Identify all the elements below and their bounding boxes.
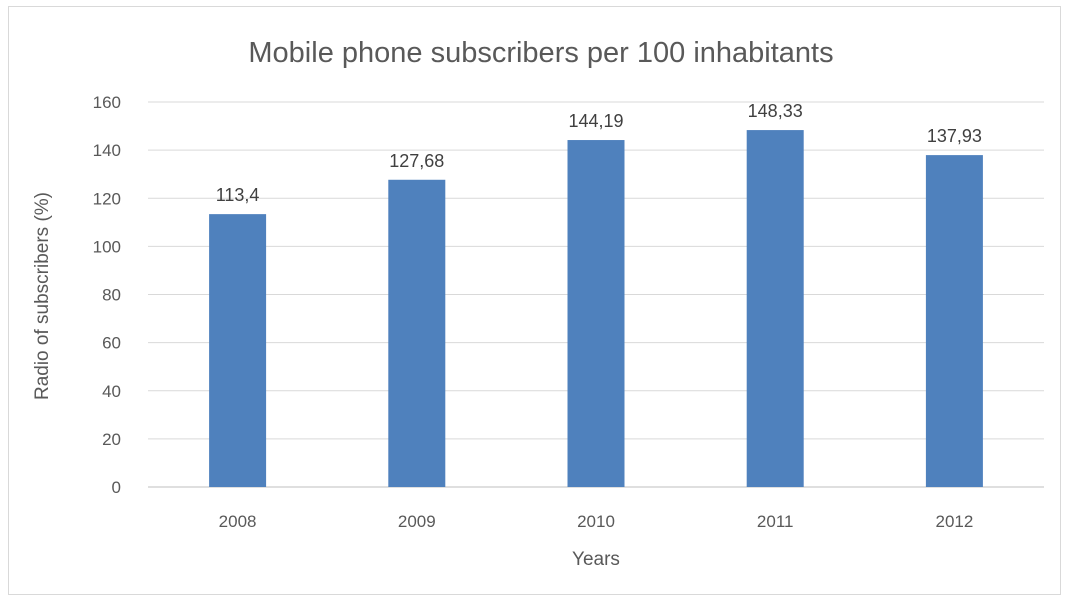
data-label-2009: 127,68 xyxy=(389,151,444,171)
data-labels: 113,4 127,68 144,19 148,33 137,93 xyxy=(216,101,982,205)
y-tick-label: 160 xyxy=(93,93,121,112)
bars xyxy=(209,130,983,487)
y-tick-label: 120 xyxy=(93,189,121,208)
chart-frame xyxy=(8,6,1061,595)
y-tick-label: 80 xyxy=(102,286,121,305)
x-axis-ticks: 2008 2009 2010 2011 2012 xyxy=(219,512,974,531)
data-label-2008: 113,4 xyxy=(216,185,260,205)
data-label-2010: 144,19 xyxy=(568,111,623,131)
y-tick-label: 40 xyxy=(102,382,121,401)
chart-title: Mobile phone subscribers per 100 inhabit… xyxy=(248,37,833,69)
data-label-2011: 148,33 xyxy=(748,101,803,121)
y-tick-label: 140 xyxy=(93,141,121,160)
y-axis-ticks: 0 20 40 60 80 100 120 140 160 xyxy=(93,93,121,497)
y-tick-label: 60 xyxy=(102,334,121,353)
bar-2011 xyxy=(746,130,804,487)
x-axis-title: Years xyxy=(572,549,620,570)
y-tick-label: 100 xyxy=(93,237,121,256)
x-tick-label: 2009 xyxy=(398,512,436,531)
x-tick-label: 2012 xyxy=(935,512,973,531)
bar-2012 xyxy=(925,155,983,487)
data-label-2012: 137,93 xyxy=(927,126,982,146)
bar-2009 xyxy=(388,179,446,487)
x-tick-label: 2008 xyxy=(219,512,257,531)
bar-2010 xyxy=(567,140,625,487)
y-tick-label: 0 xyxy=(112,478,121,497)
y-axis-title: Radio of subscribers (%) xyxy=(32,192,53,400)
x-tick-label: 2010 xyxy=(577,512,615,531)
x-tick-label: 2011 xyxy=(757,512,794,531)
bar-2008 xyxy=(209,214,267,487)
y-tick-label: 20 xyxy=(102,430,121,449)
